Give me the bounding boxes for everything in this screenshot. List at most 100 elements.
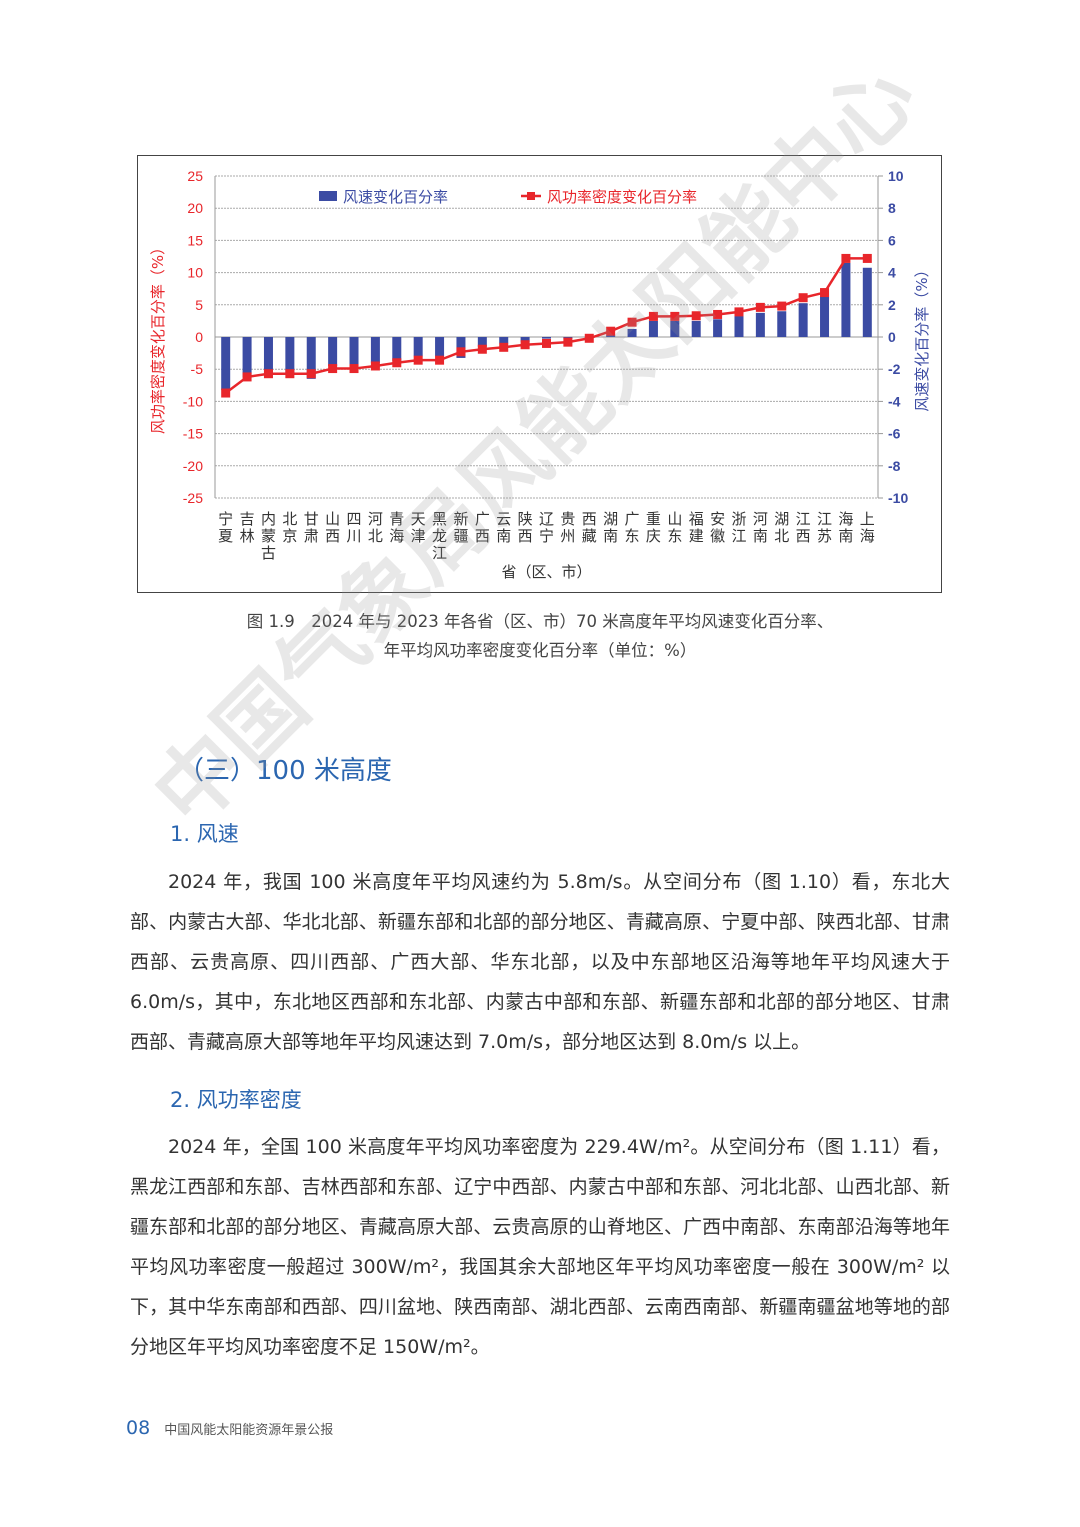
marker-河南 [755, 302, 765, 312]
right-tick-label: 6 [888, 232, 896, 248]
bar-山东 [670, 320, 680, 337]
publication-name: 中国风能太阳能资源年景公报 [164, 1423, 334, 1438]
bar-海南 [841, 262, 851, 337]
bar-江西 [798, 303, 808, 337]
category-label: 新疆 [453, 510, 468, 545]
bar-内蒙古 [263, 337, 273, 375]
marker-陕西 [520, 340, 530, 350]
category-label: 广西 [475, 510, 490, 545]
bar-安徽 [713, 319, 723, 337]
category-label: 广东 [625, 510, 640, 545]
right-tick-label: -8 [888, 458, 901, 474]
marker-浙江 [734, 307, 744, 317]
bar-福建 [691, 320, 701, 337]
marker-江苏 [820, 288, 830, 298]
bar-浙江 [734, 316, 744, 337]
right-tick-label: 8 [888, 200, 896, 216]
marker-山东 [670, 311, 680, 321]
right-tick-label: -4 [888, 393, 901, 409]
category-label: 安徽 [710, 510, 725, 545]
left-tick-label: -20 [183, 458, 203, 474]
right-tick-label: 4 [888, 265, 896, 281]
bar-上海 [862, 267, 872, 337]
bar-四川 [349, 337, 359, 368]
category-label: 山东 [667, 510, 682, 545]
marker-湖北 [777, 301, 787, 311]
category-label: 黑龙江 [432, 510, 447, 562]
x-axis-title: 省（区、市） [501, 563, 591, 581]
category-label: 西藏 [582, 510, 597, 545]
marker-北京 [285, 369, 295, 379]
bar-吉林 [242, 337, 252, 378]
left-tick-label: -25 [183, 490, 203, 506]
left-tick-label: -5 [191, 361, 204, 377]
marker-重庆 [648, 311, 658, 321]
right-tick-label: -2 [888, 361, 901, 377]
figure-caption-line2: 年平均风功率密度变化百分率（单位：%） [383, 641, 697, 660]
category-label: 甘肃 [304, 510, 319, 545]
bar-天津 [413, 337, 423, 357]
right-tick-label: -10 [888, 490, 908, 506]
bar-河北 [370, 337, 380, 363]
bar-广西 [477, 337, 487, 347]
marker-安徽 [713, 309, 723, 319]
category-label: 天津 [411, 510, 426, 545]
bar-陕西 [520, 337, 530, 342]
right-axis-title: 风速变化百分率（%） [913, 262, 931, 411]
category-label: 云南 [496, 510, 511, 545]
bar-江苏 [820, 296, 830, 337]
category-label: 江西 [796, 510, 811, 545]
left-tick-label: -15 [183, 426, 203, 442]
marker-上海 [862, 253, 872, 263]
category-label: 辽宁 [539, 510, 554, 545]
left-tick-label: 15 [187, 232, 203, 248]
bar-青海 [392, 337, 402, 362]
right-tick-label: -6 [888, 426, 901, 442]
bar-辽宁 [542, 337, 551, 339]
category-label: 青海 [389, 510, 404, 545]
bar-广东 [627, 328, 637, 337]
marker-黑龙江 [435, 355, 445, 365]
category-label: 陕西 [518, 510, 533, 545]
marker-贵州 [563, 337, 573, 347]
category-label: 海南 [838, 510, 853, 545]
marker-辽宁 [542, 338, 551, 348]
right-tick-label: 0 [888, 329, 896, 345]
category-label: 内蒙古 [261, 510, 276, 562]
left-tick-label: 5 [195, 297, 203, 313]
category-label: 湖南 [603, 510, 618, 545]
marker-广西 [477, 344, 487, 354]
marker-福建 [691, 311, 701, 321]
legend-bar-swatch [319, 191, 337, 201]
bar-河南 [755, 312, 765, 337]
marker-江西 [798, 293, 808, 303]
right-tick-label: 10 [888, 168, 904, 184]
left-tick-label: -10 [183, 393, 203, 409]
paragraph-wind-speed: 2024 年，我国 100 米高度年平均风速约为 5.8m/s。从空间分布（图 … [130, 871, 950, 1053]
bar-山西 [328, 337, 338, 366]
section-title: （三）100 米高度 [178, 756, 392, 786]
category-label: 湖北 [774, 510, 789, 545]
marker-新疆 [456, 347, 466, 357]
marker-云南 [499, 342, 509, 352]
right-tick-label: 2 [888, 297, 896, 313]
legend-bar-label: 风速变化百分率 [343, 188, 448, 206]
category-label: 河北 [368, 510, 383, 545]
subsection-title-wind-speed: 1. 风速 [170, 822, 239, 846]
figure-caption-line1: 图 1.9 2024 年与 2023 年各省（区、市）70 米高度年平均风速变化… [246, 612, 834, 631]
bar-北京 [285, 337, 295, 375]
category-label: 吉林 [240, 510, 255, 545]
wind-change-chart: 2520151050-5-10-15-20-251086420-2-4-6-8-… [149, 168, 931, 581]
legend-line-marker [527, 192, 535, 200]
marker-湖南 [606, 326, 616, 336]
subsection-title-power-density: 2. 风功率密度 [170, 1088, 302, 1112]
category-label: 北京 [282, 510, 297, 545]
marker-青海 [392, 358, 402, 368]
marker-内蒙古 [263, 369, 273, 379]
bar-黑龙江 [435, 337, 445, 357]
bar-宁夏 [221, 337, 231, 391]
page-footer: 08 中国风能太阳能资源年景公报 [126, 1417, 333, 1439]
left-tick-label: 0 [195, 329, 203, 345]
category-label: 贵州 [560, 510, 575, 545]
marker-河北 [370, 361, 380, 371]
